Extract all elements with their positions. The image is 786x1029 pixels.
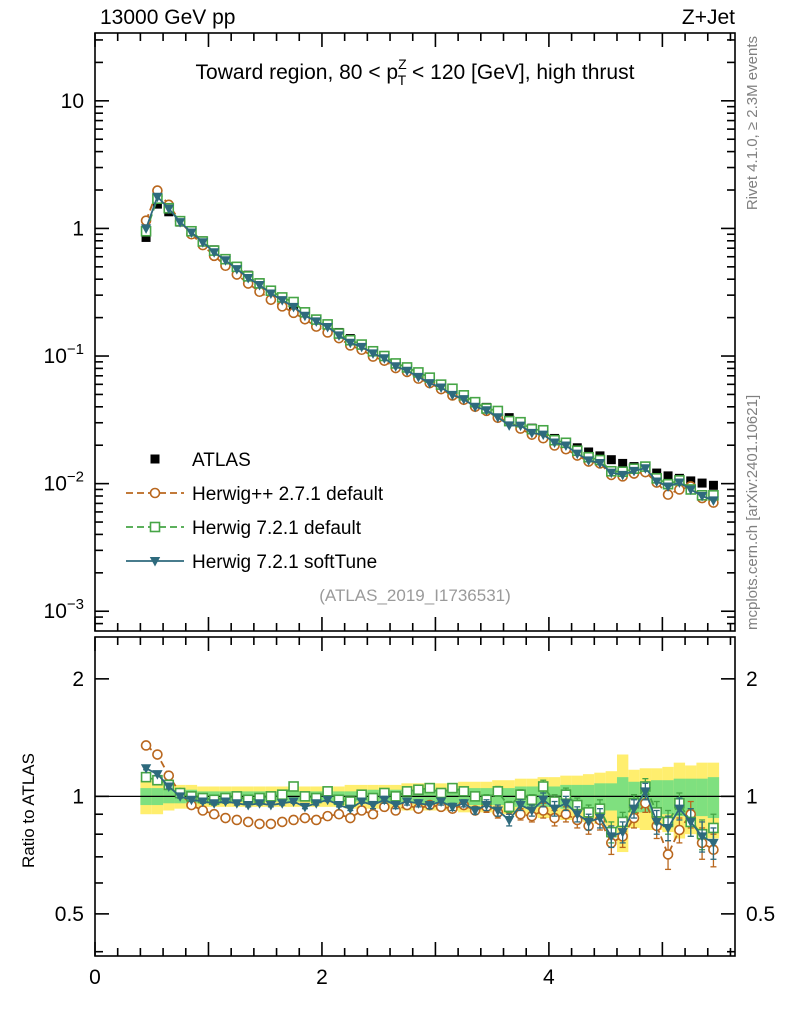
ratio-y-tick-label-right: 2 — [746, 668, 758, 691]
legend-label-atlas: ATLAS — [192, 450, 251, 471]
ratio-series-herwig-7-2-1-softtune — [140, 764, 719, 860]
legend-sample-herwig-7-2-1-default — [126, 521, 184, 533]
header-process: Z+Jet — [682, 6, 735, 29]
ratio-y-tick-label-left: 1 — [72, 785, 84, 808]
legend-sample-herwig-7-2-1-softtune — [126, 557, 184, 567]
legend-label-herwig-721-softtune: Herwig 7.2.1 softTune — [192, 552, 377, 573]
ratio-y-tick-label-left: 2 — [72, 668, 84, 691]
mcplots-arxiv-note: mcplots.cern.ch [arXiv:2401.10621] — [744, 395, 761, 630]
data-series — [140, 185, 719, 871]
main-y-tick-label: 10−3 — [44, 596, 84, 623]
panel-title: Toward region, 80 < pZ T < 120 [GeV], hig… — [196, 56, 635, 88]
axes: 10 1 10−1 10−2 10−3 2 2 1 1 0.5 0.5 0 2 4 — [44, 32, 775, 989]
main-series-herwig-7-2-1-softtune — [140, 192, 719, 506]
legend-label-herwigpp-271-default: Herwig++ 2.7.1 default — [192, 484, 384, 505]
ratio-axis-label: Ratio to ATLAS — [19, 753, 38, 868]
ratio-y-tick-label-right: 0.5 — [746, 903, 775, 926]
legend-label-herwig-721-default: Herwig 7.2.1 default — [192, 518, 362, 539]
rivet-version-note: Rivet 4.1.0, ≥ 2.3M events — [744, 36, 761, 210]
main-y-tick-label: 10−2 — [44, 469, 84, 496]
header-beam-energy: 13000 GeV pp — [100, 6, 235, 29]
legend-markers — [126, 454, 184, 567]
main-y-tick-label: 1 — [72, 217, 84, 240]
ratio-y-tick-label-right: 1 — [746, 785, 758, 808]
main-series-atlas — [141, 199, 718, 490]
x-tick-label: 0 — [89, 966, 101, 989]
main-y-tick-label: 10 — [61, 90, 84, 113]
legend-sample-herwigpp-2-7-1-default — [126, 487, 184, 499]
ratio-y-tick-label-left: 0.5 — [55, 903, 84, 926]
analysis-id-watermark: (ATLAS_2019_I1736531) — [319, 586, 511, 605]
main-frame — [94, 32, 736, 632]
x-tick-label: 2 — [316, 966, 328, 989]
main-y-tick-label: 10−1 — [44, 341, 84, 368]
legend-sample-atlas — [150, 454, 160, 464]
x-tick-label: 4 — [543, 966, 555, 989]
